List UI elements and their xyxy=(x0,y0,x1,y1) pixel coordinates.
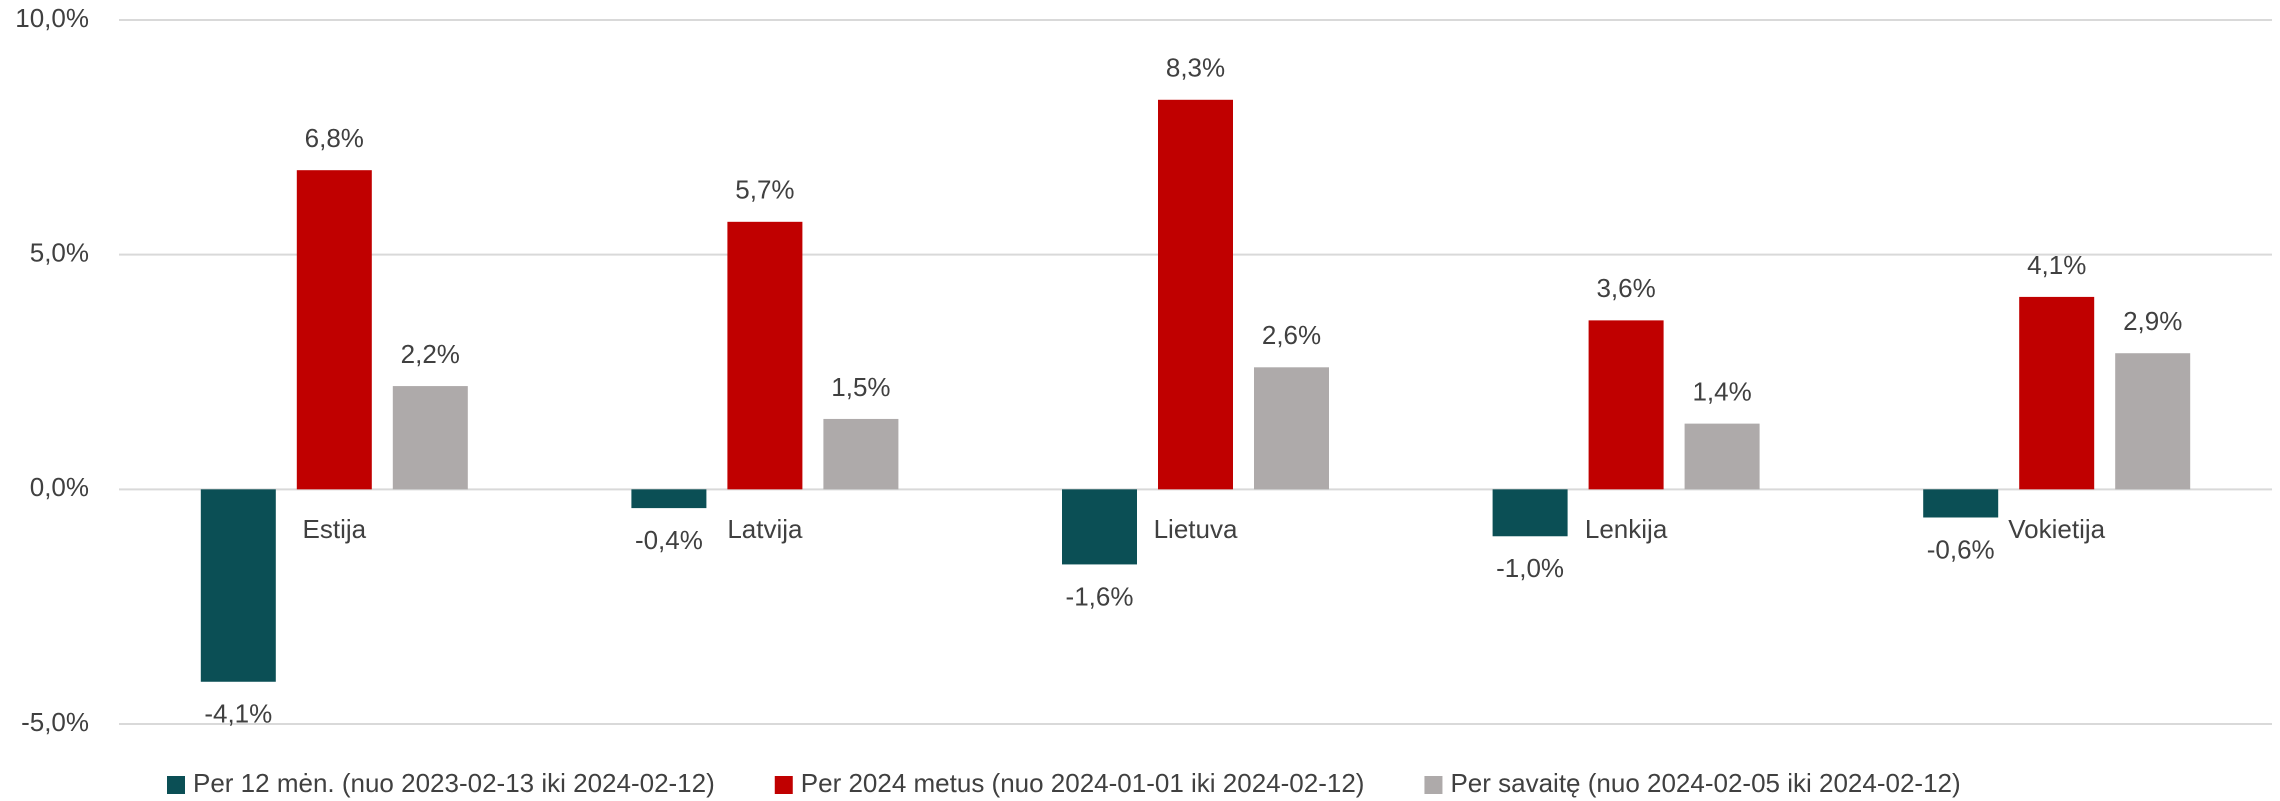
bar xyxy=(631,489,707,509)
x-tick-label: Estija xyxy=(303,514,367,544)
data-label: 3,6% xyxy=(1596,273,1655,303)
data-label: 6,8% xyxy=(305,123,364,153)
data-label: 2,9% xyxy=(2123,306,2182,336)
data-label: 2,6% xyxy=(1262,320,1321,350)
bar xyxy=(1158,99,1233,490)
bar xyxy=(823,418,899,490)
data-label: -0,4% xyxy=(635,525,703,555)
data-label: 5,7% xyxy=(735,175,794,205)
legend-label: Per savaitę (nuo 2024-02-05 iki 2024-02-… xyxy=(1450,768,1960,798)
legend-swatch xyxy=(774,776,793,794)
legend-label: Per 12 mėn. (nuo 2023-02-13 iki 2024-02-… xyxy=(193,768,715,798)
y-tick-label: 0,0% xyxy=(30,472,89,502)
data-label: -1,0% xyxy=(1496,553,1564,583)
y-tick-label: 5,0% xyxy=(30,238,89,268)
legend-swatch xyxy=(167,776,185,794)
x-tick-label: Lietuva xyxy=(1154,514,1238,544)
data-label: 4,1% xyxy=(2027,250,2086,280)
legend-label: Per 2024 metus (nuo 2024-01-01 iki 2024-… xyxy=(801,768,1365,798)
y-tick-label: -5,0% xyxy=(21,707,89,737)
bar xyxy=(1923,489,1999,518)
bar xyxy=(2115,353,2191,490)
data-label: 1,5% xyxy=(831,372,890,402)
data-label: -0,6% xyxy=(1927,534,1995,564)
data-label: 8,3% xyxy=(1166,53,1225,83)
bar xyxy=(1254,367,1329,490)
bar xyxy=(2019,296,2095,490)
bar xyxy=(1492,489,1568,537)
bar xyxy=(392,386,468,490)
legend-swatch xyxy=(1424,776,1443,794)
y-tick-label: 10,0% xyxy=(15,3,89,33)
data-label: 2,2% xyxy=(401,339,460,369)
bar xyxy=(296,170,372,490)
x-tick-label: Vokietija xyxy=(2008,514,2105,544)
data-label: -1,6% xyxy=(1066,581,1134,611)
x-tick-label: Latvija xyxy=(727,514,803,544)
bar xyxy=(1062,489,1137,565)
bar xyxy=(1588,320,1664,490)
data-label: -4,1% xyxy=(204,699,272,729)
bar xyxy=(727,221,803,490)
bar xyxy=(1684,423,1760,490)
data-label: 1,4% xyxy=(1692,377,1751,407)
bar xyxy=(200,489,276,682)
x-tick-label: Lenkija xyxy=(1585,514,1668,544)
